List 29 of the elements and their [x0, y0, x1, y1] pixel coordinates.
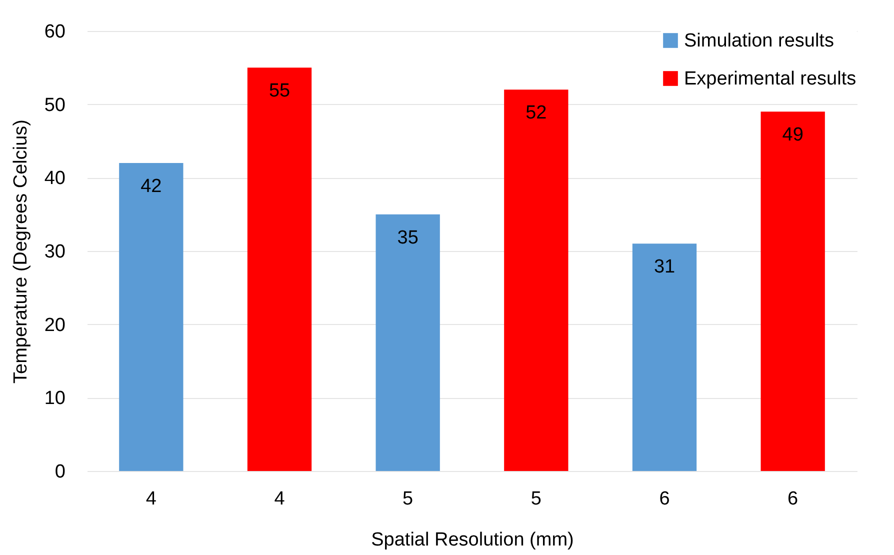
x-tick-label: 4 [274, 488, 286, 510]
y-tick-label: 60 [44, 22, 66, 42]
bar [376, 214, 440, 471]
bar [632, 244, 697, 471]
bar [504, 90, 568, 471]
y-tick-label: 10 [44, 388, 66, 410]
x-tick-label: 6 [788, 488, 798, 510]
data-label: 31 [654, 256, 676, 278]
data-label: 49 [782, 124, 804, 146]
y-tick-label: 50 [44, 94, 66, 116]
y-tick-label: 30 [44, 242, 66, 262]
data-label: 42 [140, 176, 162, 197]
legend-label: Simulation results [684, 30, 834, 52]
bar [119, 163, 184, 471]
bar [760, 112, 825, 471]
data-label: 55 [268, 80, 290, 102]
y-tick-label: 0 [54, 462, 66, 482]
y-tick-label: 20 [44, 314, 66, 336]
x-tick-label: 6 [659, 488, 670, 510]
x-tick-label: 5 [402, 488, 414, 510]
y-axis-title: Temperature (Degrees Celcius) [10, 120, 32, 384]
data-label: 35 [397, 227, 418, 248]
data-label: 52 [526, 102, 547, 124]
y-tick-label: 40 [44, 168, 66, 190]
x-tick-label: 5 [530, 488, 542, 510]
x-axis-title: Spatial Resolution (mm) [371, 530, 574, 550]
bar [247, 68, 312, 471]
legend-label: Experimental results [684, 68, 856, 90]
x-tick-label: 4 [146, 488, 157, 510]
